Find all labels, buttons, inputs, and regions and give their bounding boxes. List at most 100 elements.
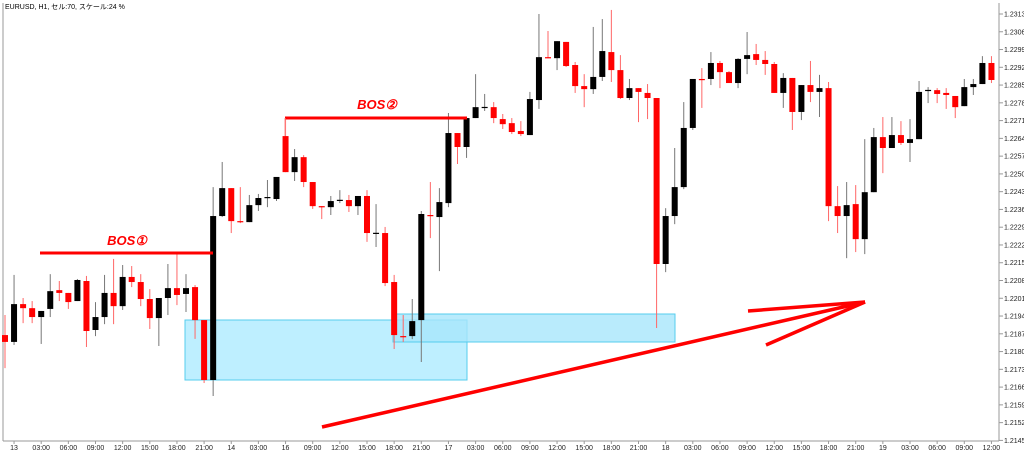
candle-body-bull [74,279,81,302]
candle-body-bull [354,195,361,207]
candle [825,82,832,222]
candle [753,43,760,66]
candle-body-bear [56,290,63,293]
candle [970,78,977,95]
candle-body-bear [608,52,615,71]
candle [916,81,923,140]
candle [707,52,714,86]
candle-body-bear [201,320,208,380]
candle-body-bear [146,299,153,319]
candle-body-bear [192,287,199,321]
candle [74,278,81,302]
candle [282,117,289,173]
time-tick-label: 21:00 [847,445,865,452]
candle [526,91,533,136]
candle [110,258,117,325]
candle-body-bear [400,336,407,338]
candle-body-bull [445,133,452,204]
trend-arrow-head-lower [765,300,866,347]
candle-body-bear [653,98,660,265]
candle [264,179,271,208]
candle [943,88,950,109]
time-tick-label: 21:00 [195,445,213,452]
candle [164,264,171,316]
time-tick-label: 09:00 [87,445,105,452]
candle [472,74,479,119]
candle [273,176,280,202]
candle [300,155,307,188]
candle-body-bear [952,95,959,108]
time-tick-label: 06:00 [928,445,946,452]
candle-body-bull [961,87,968,107]
candle [925,87,932,104]
candle [581,74,588,108]
candle-body-bull [481,106,488,109]
candle [879,117,886,174]
time-tick-label: 06:00 [494,445,512,452]
time-tick-label: 09:00 [304,445,322,452]
candle [481,93,488,111]
candle-body-bull [101,292,108,318]
candle-body-bear [879,137,886,149]
trend-arrow-head-upper [747,300,866,313]
candle-body-bull [816,88,823,92]
time-tick-label: 12:00 [765,445,783,452]
candle [789,77,796,130]
candle-body-bear [762,59,769,65]
candle-body-bear [309,182,316,207]
candle [309,182,316,209]
candle-body-bull [336,199,343,201]
candle-body-bull [735,58,742,84]
candle [979,56,986,85]
candle-body-bear [508,123,515,133]
candle [119,265,126,310]
candle-body-bull [183,288,189,294]
candle [345,194,352,212]
candle [762,51,769,75]
candle [545,31,551,59]
candle [210,187,217,396]
candle-body-bull [798,85,805,112]
candle [572,61,579,93]
price-tick-label: 1.22360 [1004,207,1024,214]
candle [563,41,570,68]
candle [291,149,298,182]
candle [671,148,678,225]
candle-body-bull [264,196,271,199]
candle [219,161,226,218]
candle [382,226,389,287]
candle [698,68,705,108]
price-tick-label: 1.22990 [1004,47,1024,54]
candle [870,127,877,193]
candle-body-bear [807,85,814,92]
candle-body-bull [599,51,606,77]
time-tick-label: 18:00 [820,445,838,452]
candle-body-bull [689,78,696,128]
candle-body-bear [300,157,307,183]
time-tick-label: 18:00 [603,445,621,452]
price-tick-label: 1.21800 [1004,349,1024,356]
candle [56,281,63,302]
candle [517,121,524,137]
candle-body-bear [29,308,36,318]
trend-arrow-shaft [321,300,866,429]
price-tick-label: 1.22500 [1004,171,1024,178]
candle [934,88,941,104]
candle [65,292,72,309]
candle-body-bull [436,202,443,218]
candle-body-bear [137,282,144,300]
candle [897,121,904,145]
time-tick-label: 12:00 [114,445,132,452]
candle [400,315,407,342]
time-tick-label: 14 [227,445,235,452]
candle [834,186,841,234]
candle [29,301,36,324]
time-tick-label: 03:00 [901,445,919,452]
candle-body-bear [517,131,524,135]
time-tick-label: 19 [879,445,887,452]
candle [255,193,262,211]
candle-body-bear [427,215,434,217]
candle [843,182,850,259]
time-tick-label: 03:00 [684,445,702,452]
